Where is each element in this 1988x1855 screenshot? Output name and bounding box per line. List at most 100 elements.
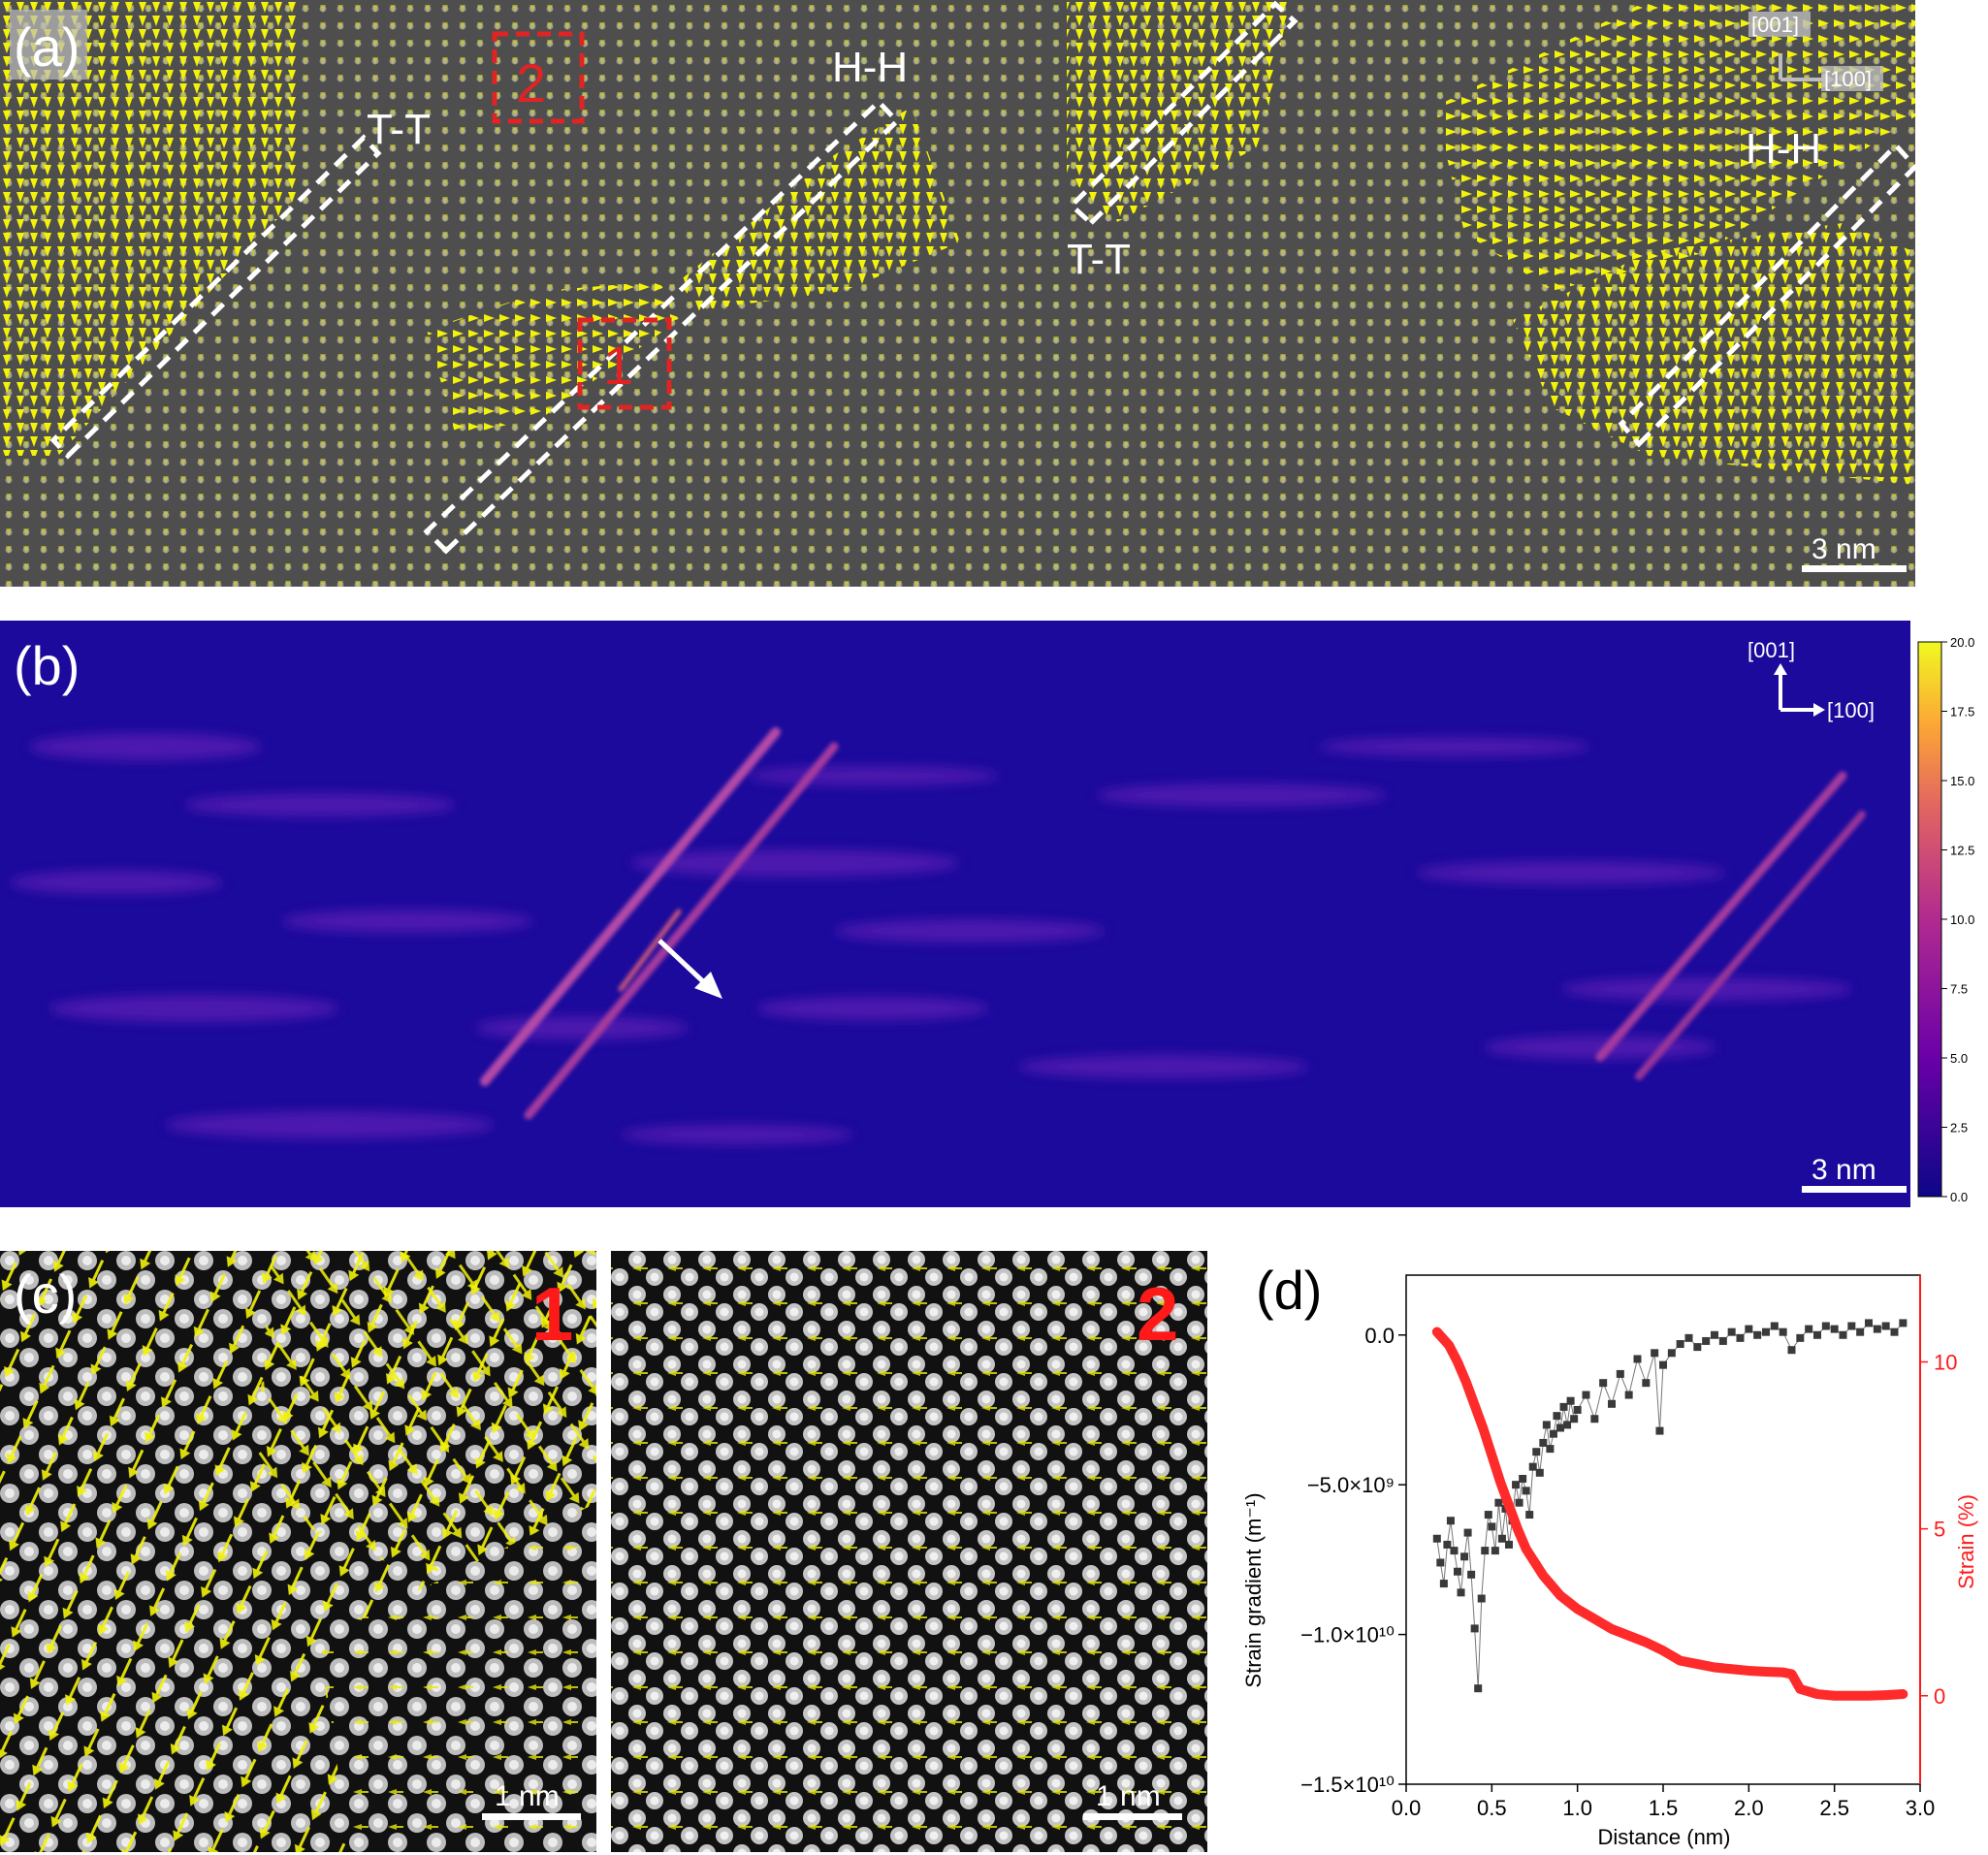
strain-gradient-point [1684,1333,1693,1342]
wall-box-1 [49,134,382,460]
strain-gradient-point [1491,1547,1499,1555]
strain-gradient-point [1467,1570,1476,1579]
wall-box-4 [1618,142,1919,448]
scale-bar-a: 3 nm [1802,533,1907,572]
x-tick-label: 0.0 [1392,1796,1422,1820]
strain-gradient-point [1655,1426,1664,1435]
strain-gradient-point [1753,1330,1762,1339]
strain-gradient-point [1563,1421,1572,1429]
strain-gradient-point [1525,1511,1534,1519]
strain-gradient-point [1484,1511,1492,1519]
strain-gradient-point [1497,1534,1506,1543]
strain-gradient-point [1599,1379,1608,1388]
wall-box-2 [423,98,901,555]
scale-bar-c-right: 1 nm [1083,1780,1182,1820]
svg-text:[001]: [001] [1751,13,1799,37]
strain-gradient-point [1762,1327,1770,1336]
strain-gradient-point [1573,1405,1582,1414]
strain-gradient-point [1676,1340,1684,1349]
strain-gradient-point [1616,1369,1624,1378]
colorbar-tick: 0.0 [1950,1190,1968,1204]
strain-gradient-point [1847,1322,1856,1330]
strain-gradient-point [1539,1438,1548,1447]
strain-gradient-point [1542,1421,1551,1429]
strain-gradient-point [1624,1391,1633,1399]
y-left-tick-label: −5.0×10⁹ [1307,1473,1395,1497]
x-tick-label: 1.0 [1562,1796,1592,1820]
box-num-1: 1 [603,335,633,396]
strain-gradient-point [1667,1349,1676,1358]
y-right-tick-label: 5 [1934,1518,1945,1542]
colorbar-tick: 17.5 [1950,705,1974,720]
svg-text:3 nm: 3 nm [1812,1154,1876,1186]
strain-gradient-point [1549,1429,1557,1438]
strain-gradient-point [1821,1322,1830,1330]
strain-gradient-point [1873,1325,1881,1333]
colorbar: 20.0 17.5 15.0 12.5 10.0 7.5 5.0 2.5 0.0 [1917,635,1974,1204]
strain-gradient-point [1505,1540,1513,1549]
strain-gradient-point [1718,1336,1727,1345]
y-right-axis-label: Strain (%) [1954,1494,1978,1589]
axis-indicator-b: [001] [100] [1748,638,1875,722]
y-left-tick-label: −1.5×10¹⁰ [1300,1773,1395,1797]
strain-gradient-point [1770,1322,1779,1330]
box-number-right: 2 [1137,1271,1178,1357]
panel-label-d: (d) [1256,1260,1322,1321]
strain-gradient-point [1813,1330,1821,1339]
x-tick-label: 2.0 [1734,1796,1764,1820]
strain-gradient-point [1702,1336,1711,1345]
y-right-tick-label: 0 [1934,1684,1945,1709]
colorbar-tick: 7.5 [1950,982,1968,997]
plot-frame [1405,1274,1921,1785]
x-tick-label: 1.5 [1649,1796,1679,1820]
strain-gradient-point [1470,1624,1479,1633]
strain-gradient-point [1787,1346,1796,1355]
strain-gradient-point [1570,1415,1579,1423]
strain-gradient-point [1481,1547,1490,1555]
red-box-2 [492,31,585,124]
panel-a: 2 1 T-T H-H T-T H-H (a) [001] [100] 3 nm [0,0,1919,587]
colorbar-tick: 2.5 [1950,1121,1968,1135]
strain-gradient-point [1432,1534,1441,1543]
strain-gradient-point [1446,1517,1455,1525]
panel-c: (c) 1 1 nm 2 1 nm [0,1251,1207,1852]
strain-gradient-point [1865,1319,1873,1327]
red-box-1 [577,317,672,410]
panel-label-a: (a) [14,16,80,78]
strain-gradient-point [1881,1322,1890,1330]
strain-gradient-point [1659,1360,1667,1369]
strain-gradient-point [1532,1448,1541,1456]
svg-text:1 nm: 1 nm [495,1780,560,1812]
strain-gradient-point [1528,1462,1537,1471]
panel-label-b: (b) [14,635,80,696]
colorbar-tick: 15.0 [1950,774,1974,788]
strain-gradient-point [1463,1528,1472,1537]
scale-bar-b: 3 nm [1802,1154,1907,1193]
wall-label-tt-2: T-T [1067,236,1131,283]
strain-gradient-point [1443,1540,1452,1549]
strain-gradient-point [1805,1325,1813,1333]
wall-label-hh-2: H-H [1746,125,1821,173]
strain-gradient-point [1727,1327,1736,1336]
svg-text:[100]: [100] [1827,698,1875,722]
strain-gradient-point [1711,1330,1718,1339]
svg-text:[100]: [100] [1824,67,1872,91]
strain-gradient-point [1566,1396,1575,1405]
strain-gradient-point [1535,1468,1544,1477]
strain-gradient-point [1651,1349,1659,1358]
strain-gradient-point [1642,1379,1651,1388]
strain-gradient-point [1693,1343,1702,1352]
colorbar-tick: 10.0 [1950,912,1974,927]
y-left-tick-label: 0.0 [1364,1324,1395,1348]
y-right-tick-label: 10 [1934,1351,1957,1375]
strain-gradient-point [1608,1399,1616,1408]
strain-gradient-point [1522,1487,1530,1495]
strain-gradient-point [1436,1558,1445,1567]
colorbar-tick: 12.5 [1950,844,1974,858]
strain-gradient-point [1457,1588,1465,1597]
scale-bar-c-left: 1 nm [482,1780,581,1820]
colorbar-tick: 20.0 [1950,635,1974,650]
strain-gradient-point [1899,1319,1908,1327]
strain-gradient-point [1796,1333,1805,1342]
strain-gradient-point [1582,1391,1590,1399]
